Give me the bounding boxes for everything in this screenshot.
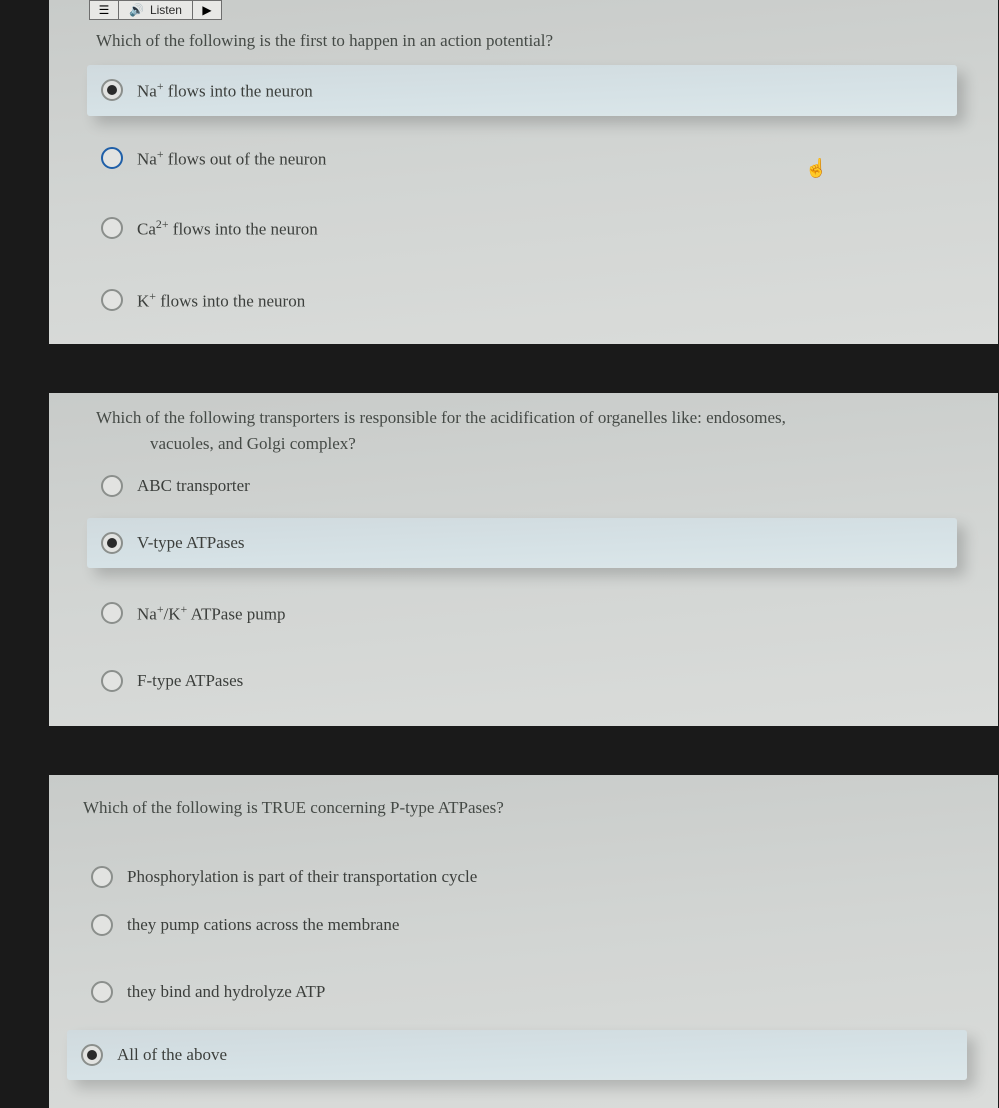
radio-icon [101,475,123,497]
question-text-line2: vacuoles, and Golgi complex? [150,433,786,456]
menu-icon[interactable]: ☰ [89,0,119,20]
audio-toolbar: ☰ 🔊 Listen ▶ [89,0,222,20]
radio-icon [101,670,123,692]
q2-option-2[interactable]: V-type ATPases [87,518,957,568]
q3-option-2[interactable]: they pump cations across the membrane [77,900,947,950]
option-label: Na+ flows into the neuron [137,79,313,102]
q3-option-1[interactable]: Phosphorylation is part of their transpo… [77,852,947,902]
option-label: Phosphorylation is part of their transpo… [127,867,477,887]
q3-option-4[interactable]: All of the above [67,1030,967,1080]
cursor-icon: ☝ [805,158,827,179]
quiz-page: ☰ 🔊 Listen ▶ Which of the following is t… [0,0,999,1108]
listen-label: Listen [150,3,182,17]
radio-icon [91,981,113,1003]
radio-icon [101,289,123,311]
option-label: All of the above [117,1045,227,1065]
option-label: they bind and hydrolyze ATP [127,982,325,1002]
radio-icon [101,602,123,624]
q2-option-3[interactable]: Na+/K+ ATPase pump [87,588,957,639]
option-label: ABC transporter [137,476,250,496]
question-text-line1: Which of the following transporters is r… [96,408,786,427]
q2-option-4[interactable]: F-type ATPases [87,656,957,706]
option-label: V-type ATPases [137,533,245,553]
radio-icon [101,79,123,101]
radio-icon [101,532,123,554]
question-block-1: ☰ 🔊 Listen ▶ Which of the following is t… [49,0,998,344]
option-label: Na+/K+ ATPase pump [137,602,286,625]
listen-button[interactable]: 🔊 Listen [119,0,192,20]
option-label: K+ flows into the neuron [137,289,305,312]
play-icon[interactable]: ▶ [192,0,222,20]
radio-icon [91,914,113,936]
q3-option-3[interactable]: they bind and hydrolyze ATP [77,967,947,1017]
option-label: Na+ flows out of the neuron [137,147,326,170]
q1-option-3[interactable]: Ca2+ flows into the neuron [87,203,957,254]
question-block-3: Which of the following is TRUE concernin… [49,775,998,1108]
radio-icon [101,217,123,239]
question-block-2: Which of the following transporters is r… [49,393,998,726]
question-text-1: Which of the following is the first to h… [96,30,553,53]
radio-icon [101,147,123,169]
question-text-3: Which of the following is TRUE concernin… [83,797,504,820]
option-label: Ca2+ flows into the neuron [137,217,318,240]
option-label: F-type ATPases [137,671,243,691]
q2-option-1[interactable]: ABC transporter [87,461,957,511]
option-label: they pump cations across the membrane [127,915,399,935]
speaker-icon: 🔊 [129,3,144,17]
question-text-2: Which of the following transporters is r… [96,407,786,456]
q1-option-1[interactable]: Na+ flows into the neuron [87,65,957,116]
radio-icon [81,1044,103,1066]
q1-option-4[interactable]: K+ flows into the neuron [87,275,957,326]
radio-icon [91,866,113,888]
